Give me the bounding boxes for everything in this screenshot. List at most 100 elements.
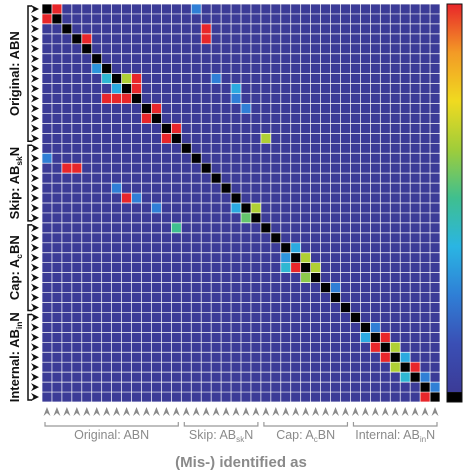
col-group-label: Original: ABN xyxy=(74,428,149,442)
col-group-label: Skip: ABskN xyxy=(189,428,253,444)
col-arrow xyxy=(152,407,160,416)
diagonal-cell xyxy=(161,123,172,134)
cell xyxy=(280,262,291,273)
cell xyxy=(370,342,381,353)
row-arrow xyxy=(31,203,39,212)
col-group-label-part: in xyxy=(420,435,426,444)
cell xyxy=(81,33,92,44)
row-arrow xyxy=(31,373,39,382)
col-arrow xyxy=(133,407,141,416)
col-arrow xyxy=(391,407,399,416)
diagonal-cell xyxy=(101,63,112,74)
cell xyxy=(420,372,431,383)
col-arrow xyxy=(113,407,121,416)
col-group-label-part: Original: AB xyxy=(74,428,140,442)
diagonal-cell xyxy=(131,93,142,104)
col-arrow xyxy=(103,407,111,416)
row-group-label-part: N xyxy=(7,312,22,321)
row-group-bracket xyxy=(27,313,32,401)
cell xyxy=(101,93,112,104)
col-arrow xyxy=(292,407,300,416)
colorbar xyxy=(447,4,462,393)
diagonal-cell xyxy=(330,292,341,303)
cell xyxy=(141,113,152,124)
row-arrow xyxy=(31,363,39,372)
col-arrow xyxy=(63,407,71,416)
cell xyxy=(380,332,391,343)
cell xyxy=(231,203,241,213)
row-arrow xyxy=(31,4,39,13)
diagonal-cell xyxy=(221,183,232,194)
cell xyxy=(201,33,212,44)
cell xyxy=(151,103,162,114)
cell xyxy=(121,73,132,84)
row-group-label: Skip: ABskN xyxy=(7,147,24,219)
diagonal-cell xyxy=(350,312,361,323)
col-arrow xyxy=(282,407,290,416)
cell xyxy=(390,362,401,373)
row-arrow xyxy=(31,174,39,183)
col-group-bracket xyxy=(263,422,349,427)
cell xyxy=(121,93,132,104)
diagonal-cell xyxy=(181,143,192,154)
col-group-label-part: Internal: AB xyxy=(355,428,420,442)
row-arrow xyxy=(31,253,39,262)
diagonal-cell xyxy=(61,23,72,34)
diagonal-cell xyxy=(360,322,371,333)
diagonal-cell xyxy=(260,222,271,233)
cell xyxy=(410,362,421,373)
col-arrow xyxy=(252,407,260,416)
col-arrow xyxy=(192,407,200,416)
col-arrow xyxy=(212,407,220,416)
row-arrow xyxy=(31,293,39,302)
diagonal-cell xyxy=(151,113,162,124)
cell xyxy=(370,322,381,333)
col-arrow xyxy=(73,407,81,416)
cell xyxy=(51,4,62,14)
row-group-label-part: Cap: A xyxy=(7,258,22,300)
col-arrow xyxy=(202,407,210,416)
row-arrow xyxy=(31,383,39,392)
diagonal-cell xyxy=(420,382,431,393)
cell xyxy=(290,242,301,253)
cell xyxy=(171,123,182,134)
row-arrow xyxy=(31,74,39,83)
row-arrow xyxy=(31,313,39,322)
col-arrow xyxy=(172,407,180,416)
row-arrow xyxy=(31,323,39,332)
cell xyxy=(300,252,311,263)
cell xyxy=(131,193,142,203)
col-arrow xyxy=(43,407,51,416)
row-arrow xyxy=(31,273,39,282)
cell xyxy=(231,93,241,104)
cell xyxy=(111,183,122,194)
row-arrow xyxy=(31,213,39,222)
cell xyxy=(300,272,311,283)
diagonal-cell xyxy=(71,33,82,44)
row-arrow xyxy=(31,194,39,203)
col-arrow xyxy=(123,407,131,416)
cell xyxy=(310,262,321,273)
row-group-label-part: Skip: AB xyxy=(7,166,22,220)
col-arrow xyxy=(351,407,359,416)
diagonal-cell xyxy=(171,133,182,144)
diagonal-cell xyxy=(81,43,92,54)
col-arrow xyxy=(332,407,340,416)
col-group-label-part: N xyxy=(244,428,253,442)
row-arrow xyxy=(31,124,39,133)
col-arrow xyxy=(322,407,330,416)
col-group-label-part: Cap: A xyxy=(276,428,314,442)
cell xyxy=(390,342,401,353)
cell xyxy=(420,392,431,402)
row-arrow xyxy=(31,54,39,63)
cell xyxy=(151,203,162,213)
diagonal-cell xyxy=(211,173,222,184)
row-group-label-part: in xyxy=(14,322,24,330)
col-arrow xyxy=(401,407,409,416)
row-arrow xyxy=(31,343,39,352)
diagonal-cell xyxy=(42,4,52,14)
col-arrow xyxy=(272,407,280,416)
cell xyxy=(330,282,341,293)
cell xyxy=(131,83,142,94)
